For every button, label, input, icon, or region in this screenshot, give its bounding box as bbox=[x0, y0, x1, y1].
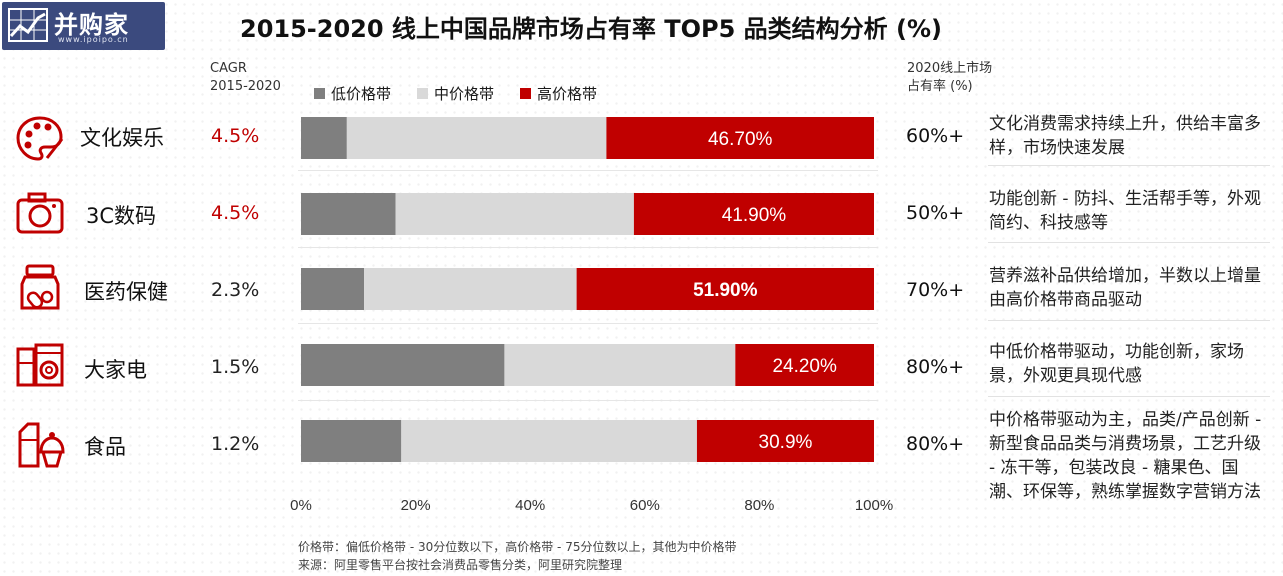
footnote-price-band: 价格带：偏低价格带 - 30分位数以下，高价格带 - 75分位数以上，其他为中价… bbox=[298, 540, 737, 554]
cagr-value: 2.3% bbox=[211, 279, 260, 301]
bar-segment-high bbox=[735, 344, 874, 386]
desc-divider bbox=[988, 320, 1270, 321]
cagr-value: 1.2% bbox=[211, 433, 260, 455]
category-label: 医药保健 bbox=[84, 280, 168, 304]
x-tick-label: 60% bbox=[630, 497, 660, 514]
chart-legend: 低价格带 中价格带 高价格带 bbox=[314, 83, 597, 104]
category-description: 功能创新 - 防抖、生活帮手等，外观简约、科技感等 bbox=[989, 189, 1261, 233]
bar-segment-mid bbox=[395, 193, 634, 235]
share-value: 60%+ bbox=[906, 125, 965, 147]
cagr-value: 4.5% bbox=[211, 125, 260, 147]
row-divider bbox=[298, 247, 878, 248]
cagr-header-line1: CAGR bbox=[210, 61, 247, 76]
share-value: 70%+ bbox=[906, 279, 965, 301]
cagr-value: 4.5% bbox=[211, 202, 260, 224]
x-tick-label: 40% bbox=[515, 497, 545, 514]
legend-label-high: 高价格带 bbox=[537, 85, 598, 103]
logo: 并购家 www.ipoipo.cn bbox=[2, 2, 165, 50]
category-description: 中价格带驱动为主，品类/产品创新 - 新型食品品类与消费场景，工艺升级 - 冻干… bbox=[989, 410, 1262, 502]
category-description: 中低价格带驱动，功能创新，家场景，外观更具现代感 bbox=[989, 342, 1244, 386]
legend-item-mid: 中价格带 bbox=[417, 83, 494, 104]
bar-data-label: 51.90% bbox=[693, 280, 758, 301]
bar-segment-high bbox=[576, 268, 874, 310]
category-label: 文化娱乐 bbox=[80, 126, 164, 150]
bar-data-label: 30.9% bbox=[759, 432, 813, 453]
cagr-header: CAGR 2015-2020 bbox=[210, 60, 281, 96]
camera-icon bbox=[16, 192, 64, 234]
bar-segment-high bbox=[633, 193, 874, 235]
washing-machine-icon bbox=[16, 343, 64, 387]
bar-segment-mid bbox=[401, 420, 697, 462]
bar-data-label: 46.70% bbox=[708, 129, 773, 150]
desc-divider bbox=[988, 165, 1270, 166]
palette-icon bbox=[16, 116, 64, 161]
category-description: 文化消费需求持续上升，供给丰富多样，市场快速发展 bbox=[989, 114, 1261, 158]
row-divider bbox=[298, 323, 878, 324]
bar-segment-low bbox=[301, 268, 365, 310]
share-header-line1: 2020线上市场 bbox=[907, 61, 993, 76]
share-value: 80%+ bbox=[906, 433, 965, 455]
desc-divider bbox=[988, 396, 1270, 397]
legend-swatch-high bbox=[520, 88, 532, 99]
category-label: 食品 bbox=[84, 435, 126, 459]
logo-text: 并购家 bbox=[54, 11, 129, 39]
category-label: 大家电 bbox=[84, 358, 147, 382]
footnote-source: 来源：阿里零售平台按社会消费品零售分类，阿里研究院整理 bbox=[298, 558, 623, 572]
bar-segment-mid bbox=[504, 344, 736, 386]
legend-swatch-mid bbox=[417, 88, 429, 99]
share-value: 50%+ bbox=[906, 202, 965, 224]
bar-data-label: 41.90% bbox=[722, 205, 787, 226]
bar-segment-low bbox=[301, 117, 347, 159]
chart-logo-icon bbox=[8, 8, 48, 42]
bar-segment-mid bbox=[346, 117, 607, 159]
cagr-value: 1.5% bbox=[211, 356, 260, 378]
bar-segment-high bbox=[696, 420, 874, 462]
cagr-header-line2: 2015-2020 bbox=[210, 79, 281, 94]
bar-segment-mid bbox=[364, 268, 577, 310]
share-header: 2020线上市场 占有率 (%) bbox=[907, 60, 992, 96]
share-header-line2: 占有率 (%) bbox=[907, 79, 973, 94]
row-divider bbox=[298, 400, 878, 401]
x-tick-label: 20% bbox=[401, 497, 431, 514]
x-tick-label: 80% bbox=[744, 497, 774, 514]
bar-segment-low bbox=[301, 193, 396, 235]
x-tick-label: 0% bbox=[290, 497, 312, 514]
page-title: 2015-2020 线上中国品牌市场占有率 TOP5 品类结构分析 (%) bbox=[240, 15, 943, 43]
bar-segment-low bbox=[301, 344, 505, 386]
desc-divider bbox=[988, 242, 1270, 243]
category-description: 营养滋补品供给增加，半数以上增量由高价格带商品驱动 bbox=[989, 266, 1261, 310]
share-value: 80%+ bbox=[906, 356, 965, 378]
legend-item-high: 高价格带 bbox=[520, 83, 597, 104]
bar-segment-low bbox=[301, 420, 402, 462]
row-divider bbox=[298, 170, 878, 171]
bar-data-label: 24.20% bbox=[772, 356, 837, 377]
category-label: 3C数码 bbox=[86, 204, 157, 228]
bar-segment-high bbox=[606, 117, 874, 159]
legend-swatch-low bbox=[314, 88, 325, 99]
legend-label-mid: 中价格带 bbox=[434, 85, 495, 103]
medicine-jar-icon bbox=[20, 264, 60, 310]
food-icon bbox=[18, 422, 65, 468]
x-tick-label: 100% bbox=[855, 497, 893, 514]
logo-url: www.ipoipo.cn bbox=[58, 35, 129, 44]
legend-label-low: 低价格带 bbox=[331, 85, 392, 103]
legend-item-low: 低价格带 bbox=[314, 83, 391, 104]
